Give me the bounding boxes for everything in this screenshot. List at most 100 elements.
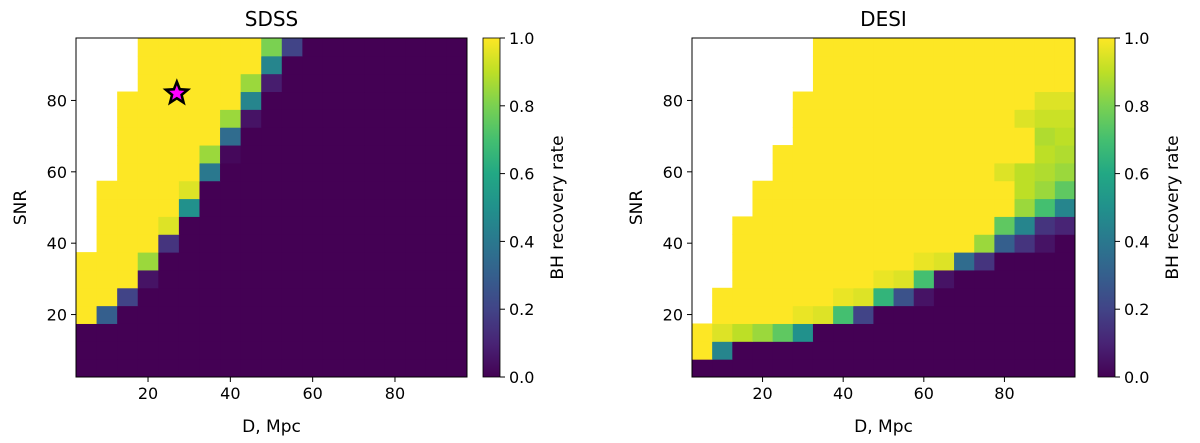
colorbar-tick-label: 0.8 bbox=[1124, 97, 1149, 116]
heatmap-cell bbox=[933, 341, 955, 360]
heatmap-cell bbox=[405, 198, 427, 217]
heatmap-cell bbox=[933, 269, 955, 289]
x-tick-label: 40 bbox=[833, 384, 853, 403]
heatmap-cell bbox=[343, 91, 365, 110]
heatmap-cell bbox=[954, 127, 975, 146]
heatmap-cell bbox=[1034, 216, 1056, 235]
heatmap-cell bbox=[732, 269, 753, 289]
heatmap-cell bbox=[893, 38, 915, 57]
heatmap-cell bbox=[364, 341, 386, 360]
heatmap-cell bbox=[364, 359, 386, 378]
heatmap-cell bbox=[322, 252, 345, 271]
heatmap-cell bbox=[833, 55, 854, 75]
heatmap-cell bbox=[1054, 234, 1076, 253]
heatmap-cell bbox=[994, 109, 1016, 128]
heatmap-cell bbox=[220, 198, 242, 217]
heatmap-cell bbox=[772, 234, 794, 253]
heatmap-cell bbox=[137, 323, 159, 342]
heatmap-cell bbox=[178, 305, 200, 324]
heatmap-cell bbox=[384, 198, 406, 217]
heatmap-cell bbox=[712, 359, 733, 378]
heatmap-cell bbox=[137, 91, 159, 110]
heatmap-cell bbox=[446, 341, 468, 360]
heatmap-cell bbox=[893, 234, 915, 253]
heatmap-cell bbox=[853, 127, 874, 146]
heatmap-cell bbox=[117, 269, 139, 289]
heatmap-cell bbox=[792, 127, 814, 146]
heatmap-cell bbox=[913, 323, 935, 342]
heatmap-cell bbox=[158, 127, 180, 146]
heatmap-cell bbox=[692, 341, 713, 360]
heatmap-cell bbox=[1034, 91, 1056, 110]
heatmap-cell bbox=[954, 73, 975, 93]
heatmap-cell bbox=[178, 359, 200, 378]
heatmap-cell bbox=[158, 216, 180, 235]
heatmap-cell bbox=[1034, 287, 1056, 307]
heatmap-cell bbox=[954, 145, 975, 164]
heatmap-cell bbox=[384, 323, 406, 342]
heatmap-cell bbox=[343, 305, 365, 324]
heatmap-cell bbox=[974, 216, 995, 235]
heatmap-cell bbox=[1054, 55, 1076, 75]
heatmap-cell bbox=[446, 145, 468, 164]
heatmap-cell bbox=[954, 287, 975, 307]
heatmap-cell bbox=[752, 341, 774, 360]
heatmap-cell bbox=[446, 91, 468, 110]
heatmap-cell bbox=[1034, 359, 1056, 378]
heatmap-cell bbox=[913, 359, 935, 378]
colorbar-tick-label: 0.6 bbox=[509, 165, 534, 184]
heatmap-cell bbox=[732, 323, 753, 342]
heatmap-cell bbox=[712, 287, 733, 307]
heatmap-cell bbox=[954, 269, 975, 289]
heatmap-cell bbox=[117, 359, 139, 378]
heatmap-cell bbox=[893, 109, 915, 128]
heatmap-cell bbox=[873, 145, 895, 164]
heatmap-cell bbox=[772, 269, 794, 289]
heatmap-cell bbox=[137, 305, 159, 324]
heatmap-cell bbox=[302, 162, 324, 182]
heatmap-cell bbox=[425, 162, 447, 182]
heatmap-cell bbox=[954, 341, 975, 360]
heatmap-cell bbox=[302, 180, 324, 200]
heatmap-cell bbox=[117, 287, 139, 307]
heatmap-cell bbox=[364, 38, 386, 57]
heatmap-cell bbox=[893, 127, 915, 146]
heatmap-cell bbox=[974, 162, 995, 182]
heatmap-cell bbox=[974, 305, 995, 324]
heatmap-cell bbox=[281, 180, 303, 200]
heatmap-cell bbox=[405, 38, 427, 57]
heatmap-cell bbox=[994, 234, 1016, 253]
heatmap-cell bbox=[302, 91, 324, 110]
heatmap-cell bbox=[712, 341, 733, 360]
heatmap-cell bbox=[322, 109, 345, 128]
heatmap-cell bbox=[893, 359, 915, 378]
heatmap-cell bbox=[405, 341, 427, 360]
heatmap-cell bbox=[954, 252, 975, 271]
heatmap-cell bbox=[974, 341, 995, 360]
heatmap-cell bbox=[240, 38, 262, 57]
heatmap-cell bbox=[1054, 341, 1076, 360]
x-tick-label: 60 bbox=[914, 384, 934, 403]
heatmap-cell bbox=[732, 287, 753, 307]
heatmap-cell bbox=[994, 73, 1016, 93]
heatmap-cell bbox=[384, 91, 406, 110]
heatmap-cell bbox=[137, 38, 159, 57]
heatmap-cell bbox=[240, 216, 262, 235]
heatmap-cell bbox=[812, 73, 834, 93]
heatmap-cell bbox=[364, 55, 386, 75]
heatmap-cell bbox=[933, 145, 955, 164]
heatmap-cell bbox=[425, 145, 447, 164]
heatmap-cell bbox=[873, 359, 895, 378]
heatmap-cell bbox=[158, 305, 180, 324]
heatmap-cell bbox=[425, 109, 447, 128]
heatmap-cell bbox=[364, 73, 386, 93]
heatmap-cell bbox=[405, 323, 427, 342]
heatmap-cell bbox=[913, 234, 935, 253]
heatmap-cell bbox=[302, 127, 324, 146]
heatmap-cell bbox=[240, 180, 262, 200]
heatmap-cell bbox=[853, 145, 874, 164]
heatmap-cell bbox=[974, 73, 995, 93]
heatmap-cell bbox=[178, 127, 200, 146]
heatmap-cell bbox=[220, 145, 242, 164]
y-tick-label: 40 bbox=[663, 234, 683, 253]
